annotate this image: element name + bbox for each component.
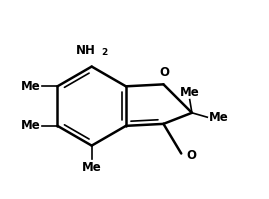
Text: Me: Me xyxy=(208,111,228,124)
Text: Me: Me xyxy=(180,86,200,99)
Text: Me: Me xyxy=(21,80,41,93)
Text: NH: NH xyxy=(76,44,96,57)
Text: O: O xyxy=(159,66,169,79)
Text: O: O xyxy=(187,149,197,162)
Text: Me: Me xyxy=(82,161,102,174)
Text: Me: Me xyxy=(21,119,41,132)
Text: 2: 2 xyxy=(101,48,108,57)
